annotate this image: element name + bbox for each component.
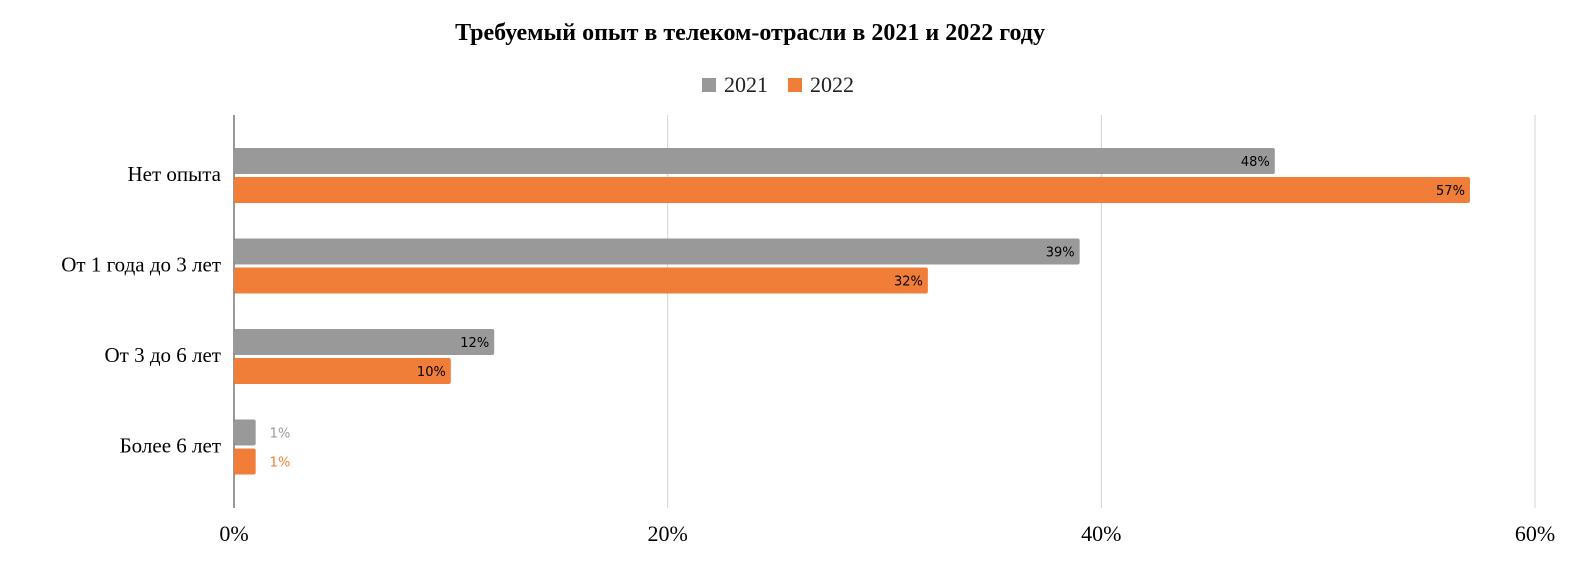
category-label-2: От 3 до 6 лет: [104, 343, 221, 367]
bar-2021-3: [234, 419, 256, 446]
bar-2021-2: [234, 329, 495, 355]
category-label-3: Более 6 лет: [120, 434, 221, 458]
x-tick-label-0: 0%: [219, 521, 248, 546]
legend-label-2021: 2021: [724, 72, 768, 97]
category-label-0: Нет опыта: [127, 162, 221, 186]
bar-2021-0: [234, 148, 1275, 174]
legend-item-2021[interactable]: 2021: [702, 72, 768, 98]
bar-2022-0: [234, 177, 1470, 203]
data-label-2022-0: 57%: [1436, 184, 1465, 199]
x-tick-label-40: 40%: [1081, 521, 1121, 546]
x-tick-label-20: 20%: [648, 521, 688, 546]
data-label-2021-3: 1%: [270, 427, 291, 442]
data-label-2022-3: 1%: [270, 456, 291, 471]
x-tick-label-60: 60%: [1515, 521, 1555, 546]
legend: 2021 2022: [0, 72, 1556, 98]
legend-swatch-2021: [702, 78, 716, 92]
bar-2022-2: [234, 358, 451, 384]
category-label-1: От 1 года до 3 лет: [61, 253, 221, 277]
legend-item-2022[interactable]: 2022: [788, 72, 854, 98]
bar-2021-1: [234, 238, 1080, 265]
data-label-2021-0: 48%: [1241, 155, 1270, 170]
data-label-2022-1: 32%: [894, 275, 923, 290]
bar-2022-3: [234, 448, 256, 475]
data-label-2021-2: 12%: [460, 336, 489, 351]
legend-swatch-2022: [788, 78, 802, 92]
data-label-2022-2: 10%: [417, 365, 446, 380]
chart-title: Требуемый опыт в телеком-отрасли в 2021 …: [455, 20, 1045, 46]
bar-2022-1: [234, 267, 928, 294]
legend-label-2022: 2022: [810, 72, 854, 97]
data-label-2021-1: 39%: [1046, 246, 1075, 261]
